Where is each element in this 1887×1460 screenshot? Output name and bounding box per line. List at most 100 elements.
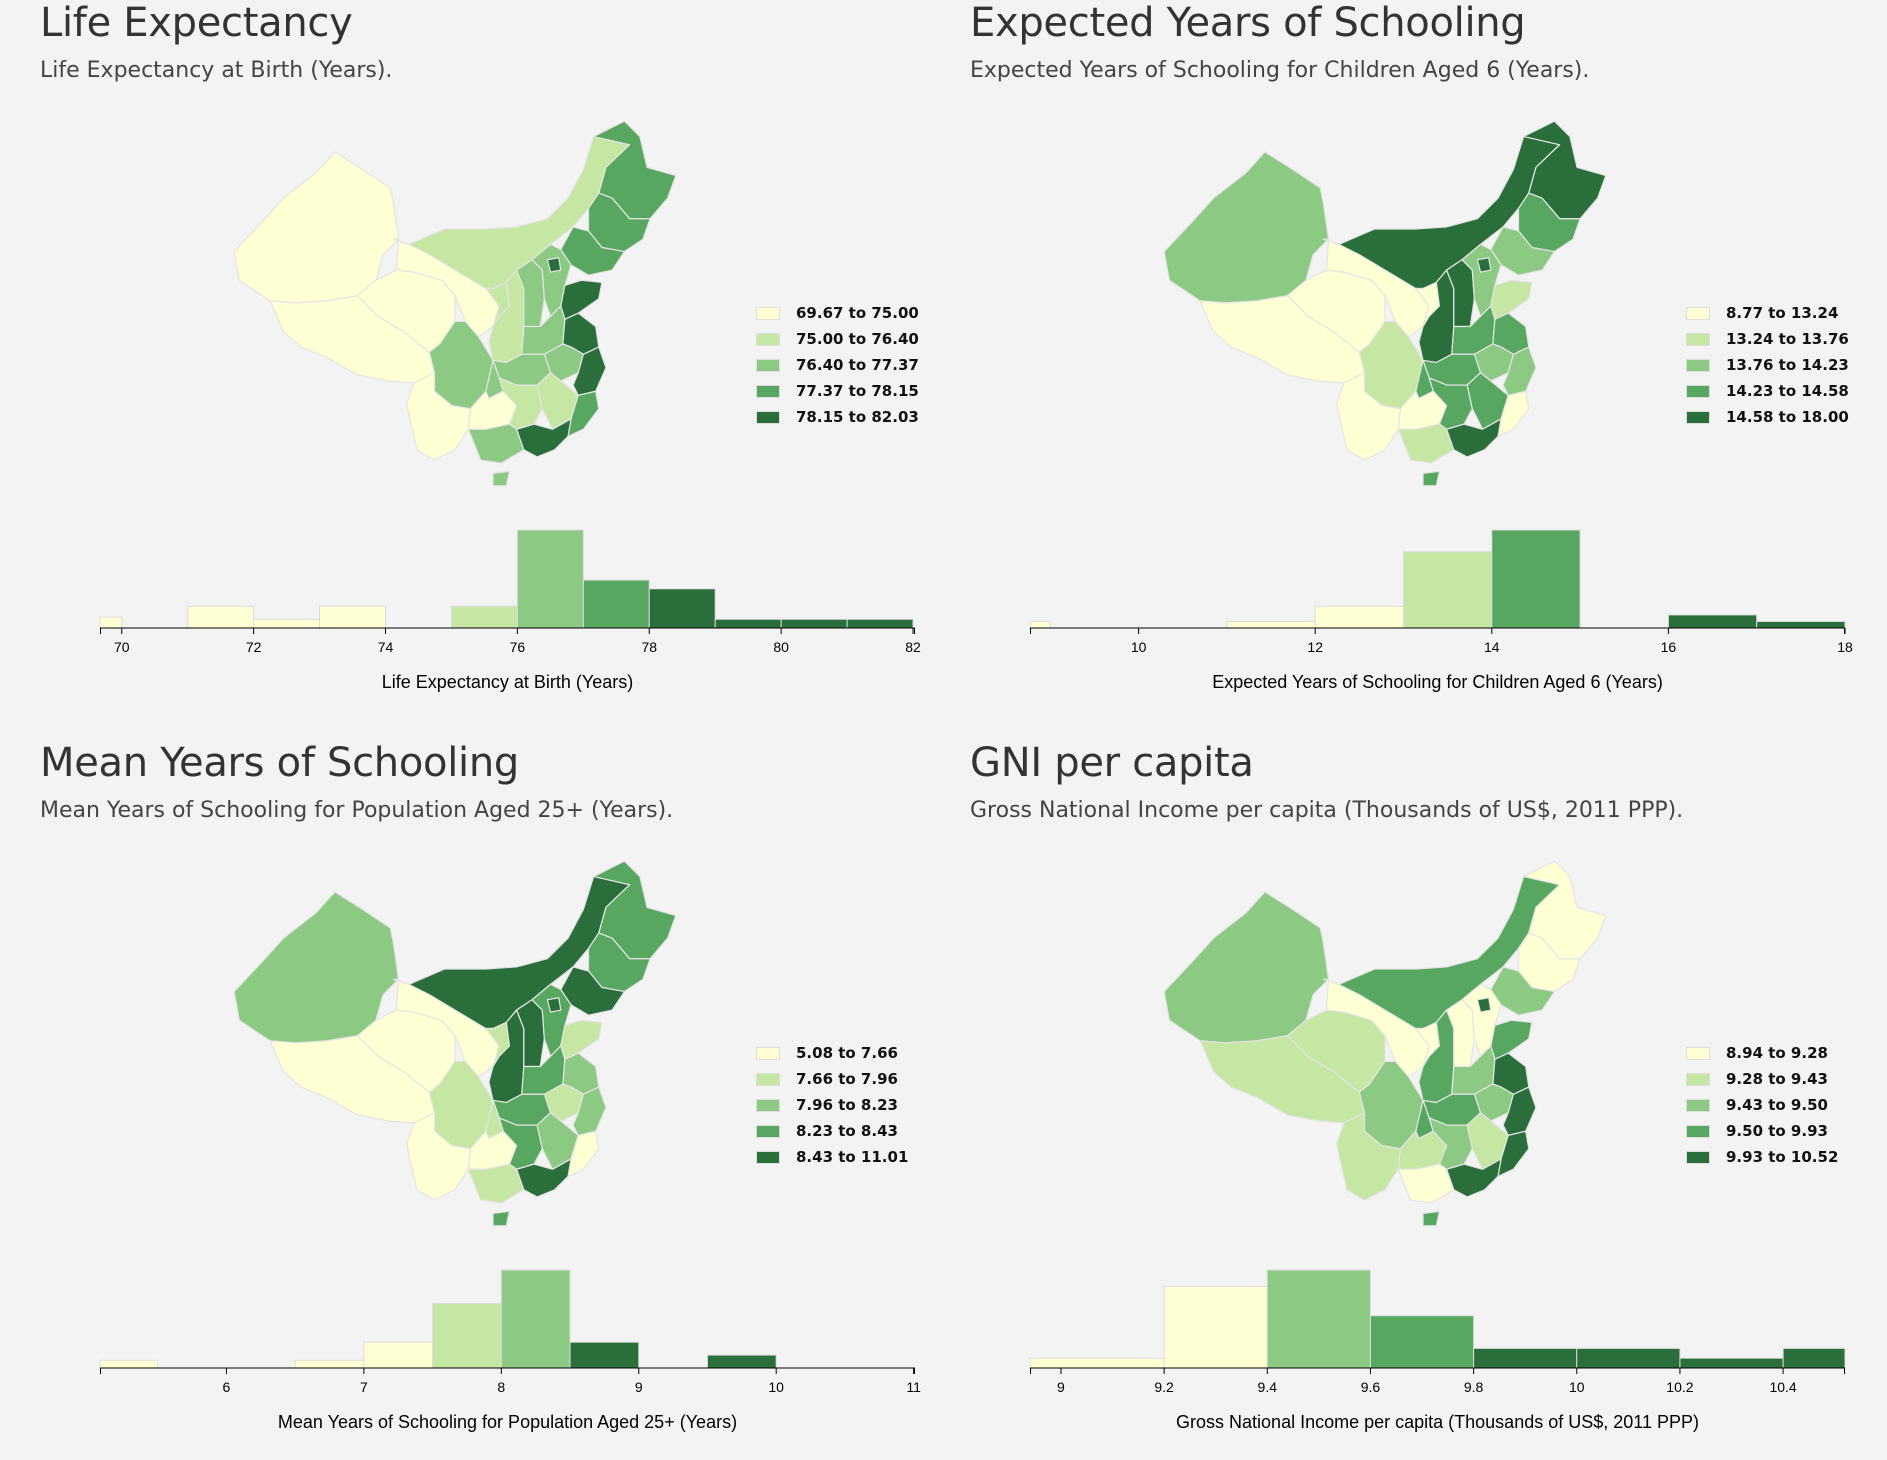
histogram-bar[interactable] (99, 1359, 159, 1369)
province-jilin[interactable] (587, 192, 651, 253)
legend-label: 8.23 to 8.43 (796, 1122, 898, 1140)
x-axis-label: Gross National Income per capita (Thousa… (1176, 1412, 1699, 1432)
histogram-bar[interactable] (363, 1341, 434, 1369)
histogram-bar[interactable] (1576, 1347, 1681, 1369)
histogram-bar[interactable] (187, 605, 255, 629)
legend-item: 13.24 to 13.76 (1686, 326, 1849, 352)
histogram-bar[interactable] (582, 579, 650, 629)
histogram-bar[interactable] (780, 618, 848, 629)
province-guangxi[interactable] (467, 1163, 525, 1204)
histogram-bar[interactable] (1163, 1285, 1268, 1369)
province-qinghai[interactable] (1286, 1009, 1386, 1093)
legend-item: 9.93 to 10.52 (1686, 1144, 1838, 1170)
province-guangdong[interactable] (516, 1158, 572, 1198)
province-guangdong[interactable] (1446, 1158, 1502, 1198)
province-yunnan[interactable] (1336, 372, 1402, 461)
province-guangxi[interactable] (467, 423, 525, 464)
legend-item: 8.23 to 8.43 (756, 1118, 908, 1144)
legend-swatch (756, 332, 780, 346)
histogram-bar[interactable] (1266, 1269, 1371, 1369)
province-hainan[interactable] (492, 470, 511, 487)
histogram-bar[interactable] (319, 605, 387, 629)
legend-swatch (756, 1150, 780, 1164)
province-guangdong[interactable] (516, 418, 572, 458)
histogram-bar[interactable] (714, 618, 782, 629)
histogram-bar[interactable] (516, 529, 584, 629)
province-shandong[interactable] (560, 1019, 603, 1060)
legend-label: 14.58 to 18.00 (1726, 408, 1849, 426)
x-tick-label: 10.4 (1769, 1379, 1796, 1395)
province-guangxi[interactable] (1397, 1163, 1455, 1204)
histogram-bar[interactable] (294, 1359, 365, 1369)
legend-label: 9.50 to 9.93 (1726, 1122, 1828, 1140)
province-beijing[interactable] (546, 257, 562, 273)
histogram-bar[interactable] (1314, 605, 1405, 629)
histogram-bar[interactable] (1756, 620, 1846, 629)
province-guangdong[interactable] (1446, 418, 1502, 458)
legend-item: 9.50 to 9.93 (1686, 1118, 1838, 1144)
legend-swatch (756, 1072, 780, 1086)
province-shandong[interactable] (1490, 279, 1533, 320)
province-shandong[interactable] (560, 279, 603, 320)
province-zhejiang[interactable] (572, 346, 607, 396)
province-qinghai[interactable] (356, 1009, 456, 1093)
histogram-bar[interactable] (648, 588, 716, 629)
legend-item: 14.58 to 18.00 (1686, 404, 1849, 430)
histogram-bar[interactable] (1369, 1315, 1475, 1369)
map-legend: 69.67 to 75.00 75.00 to 76.40 76.40 to 77.… (756, 300, 919, 430)
histogram-bar[interactable] (1782, 1347, 1846, 1369)
histogram-bar[interactable] (1226, 620, 1316, 629)
province-hainan[interactable] (1422, 1210, 1441, 1227)
panel-subtitle: Life Expectancy at Birth (Years). (40, 58, 393, 83)
province-zhejiang[interactable] (1502, 346, 1537, 396)
legend-item: 8.77 to 13.24 (1686, 300, 1849, 326)
histogram-bar[interactable] (1029, 620, 1051, 629)
histogram-bar[interactable] (569, 1341, 640, 1369)
x-tick-label: 74 (378, 639, 394, 655)
histogram-bar[interactable] (1667, 614, 1758, 629)
legend-label: 14.23 to 14.58 (1726, 382, 1849, 400)
legend-item: 13.76 to 14.23 (1686, 352, 1849, 378)
province-guangxi[interactable] (1397, 423, 1455, 464)
histogram-bar[interactable] (1473, 1347, 1578, 1369)
x-tick-label: 70 (114, 639, 130, 655)
panel-life: Life Expectancy Life Expectancy at Birth … (40, 0, 970, 720)
province-xinjiang[interactable] (233, 151, 400, 304)
province-xinjiang[interactable] (1163, 151, 1330, 304)
histogram-bar[interactable] (432, 1303, 502, 1369)
histogram-bar[interactable] (99, 616, 123, 629)
legend-label: 7.66 to 7.96 (796, 1070, 898, 1088)
histogram-bar[interactable] (1403, 551, 1493, 629)
province-jilin[interactable] (1517, 192, 1581, 253)
histogram-bar[interactable] (500, 1269, 571, 1369)
histogram-bar[interactable] (1029, 1357, 1165, 1369)
province-yunnan[interactable] (406, 1112, 472, 1201)
province-hainan[interactable] (1422, 470, 1441, 487)
province-xinjiang[interactable] (1163, 891, 1330, 1044)
province-beijing[interactable] (1476, 257, 1492, 273)
histogram-bar[interactable] (706, 1354, 777, 1369)
province-yunnan[interactable] (1336, 1112, 1402, 1201)
province-jilin[interactable] (1517, 932, 1581, 993)
province-zhejiang[interactable] (572, 1086, 607, 1136)
legend-swatch (756, 1046, 780, 1060)
legend-item: 76.40 to 77.37 (756, 352, 919, 378)
histogram-bar[interactable] (846, 618, 914, 629)
province-zhejiang[interactable] (1502, 1086, 1537, 1136)
histogram-bar[interactable] (253, 618, 321, 629)
x-tick-label: 9.6 (1361, 1379, 1381, 1395)
province-xinjiang[interactable] (233, 891, 400, 1044)
province-qinghai[interactable] (356, 269, 456, 353)
legend-swatch (1686, 1072, 1710, 1086)
province-jilin[interactable] (587, 932, 651, 993)
province-hainan[interactable] (492, 1210, 511, 1227)
legend-swatch (756, 306, 780, 320)
province-beijing[interactable] (1476, 997, 1492, 1013)
province-yunnan[interactable] (406, 372, 472, 461)
province-beijing[interactable] (546, 997, 562, 1013)
histogram-bar[interactable] (1491, 529, 1581, 629)
province-qinghai[interactable] (1286, 269, 1386, 353)
histogram-bar[interactable] (1679, 1357, 1784, 1369)
histogram-bar[interactable] (450, 605, 518, 629)
province-shandong[interactable] (1490, 1019, 1533, 1060)
